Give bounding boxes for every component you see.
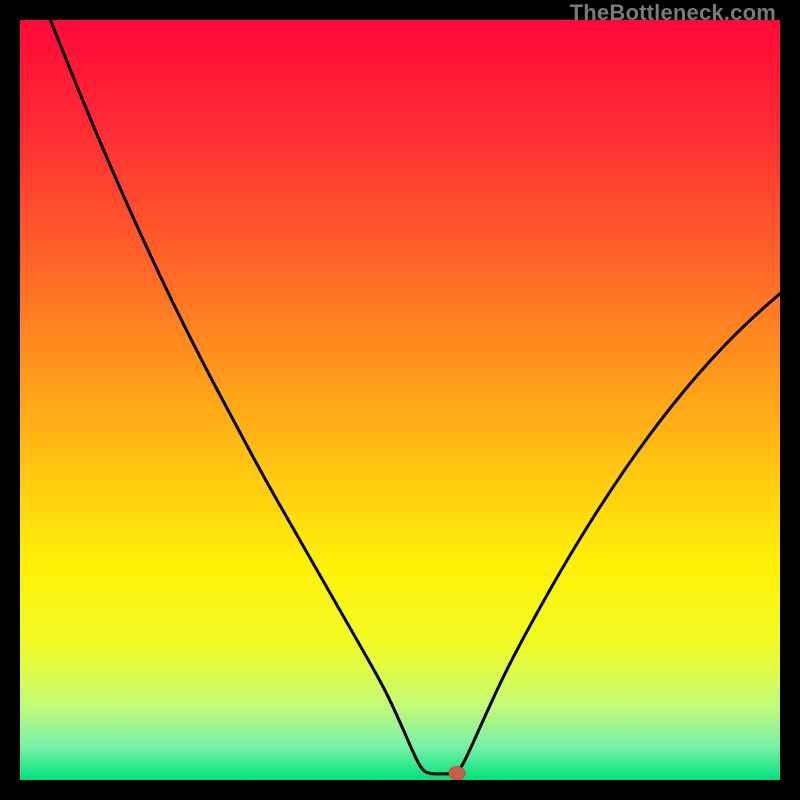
watermark-text: TheBottleneck.com — [570, 0, 776, 26]
bottleneck-chart — [20, 20, 780, 780]
chart-stage: TheBottleneck.com — [0, 0, 800, 800]
gradient-background — [20, 20, 780, 780]
optimal-point-marker — [449, 766, 466, 780]
